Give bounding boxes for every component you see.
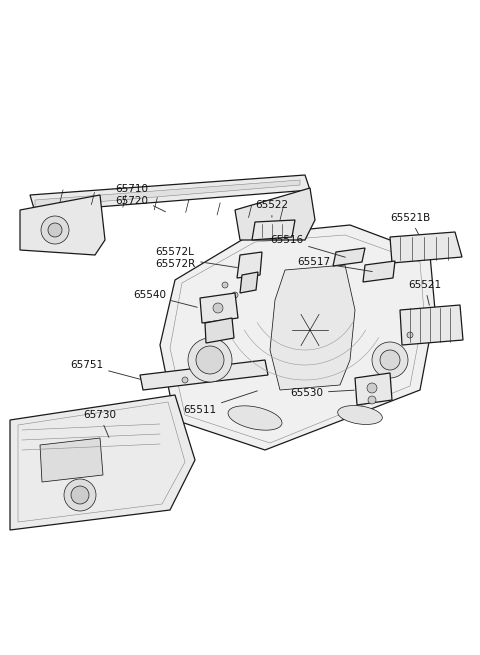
Text: 65710
65720: 65710 65720 [115, 184, 166, 212]
Circle shape [232, 292, 238, 298]
Text: 65751: 65751 [70, 360, 140, 379]
Polygon shape [400, 305, 463, 345]
Circle shape [188, 338, 232, 382]
Circle shape [407, 332, 413, 338]
Text: 65521B: 65521B [390, 213, 430, 234]
Circle shape [41, 216, 69, 244]
Text: 65540: 65540 [133, 290, 197, 307]
Ellipse shape [228, 406, 282, 430]
Circle shape [368, 396, 376, 404]
Polygon shape [160, 225, 435, 450]
Polygon shape [363, 261, 395, 282]
Circle shape [64, 479, 96, 511]
Polygon shape [355, 373, 392, 405]
Circle shape [213, 303, 223, 313]
Text: 65572L
65572R: 65572L 65572R [155, 247, 237, 269]
Text: 65530: 65530 [290, 388, 354, 398]
Polygon shape [237, 252, 262, 278]
Circle shape [377, 269, 383, 275]
Text: 65522: 65522 [255, 200, 288, 217]
Polygon shape [240, 272, 258, 293]
Polygon shape [252, 220, 295, 240]
Polygon shape [35, 180, 300, 207]
Circle shape [182, 377, 188, 383]
Polygon shape [270, 265, 355, 390]
Text: 65516: 65516 [270, 235, 345, 257]
Text: 65517: 65517 [297, 257, 372, 272]
Circle shape [196, 346, 224, 374]
Polygon shape [20, 195, 105, 255]
Polygon shape [205, 318, 234, 343]
Polygon shape [140, 360, 268, 390]
Circle shape [222, 282, 228, 288]
Text: 65521: 65521 [408, 280, 441, 305]
Circle shape [372, 342, 408, 378]
Polygon shape [10, 395, 195, 530]
Circle shape [367, 383, 377, 393]
Polygon shape [200, 293, 238, 323]
Circle shape [337, 255, 343, 261]
Circle shape [71, 486, 89, 504]
Polygon shape [333, 248, 365, 266]
Polygon shape [30, 175, 310, 212]
Polygon shape [40, 438, 103, 482]
Circle shape [48, 223, 62, 237]
Text: 65511: 65511 [183, 391, 257, 415]
Circle shape [380, 350, 400, 370]
Text: 65730: 65730 [83, 410, 116, 438]
Polygon shape [235, 188, 315, 240]
Polygon shape [390, 232, 462, 263]
Ellipse shape [338, 405, 382, 424]
